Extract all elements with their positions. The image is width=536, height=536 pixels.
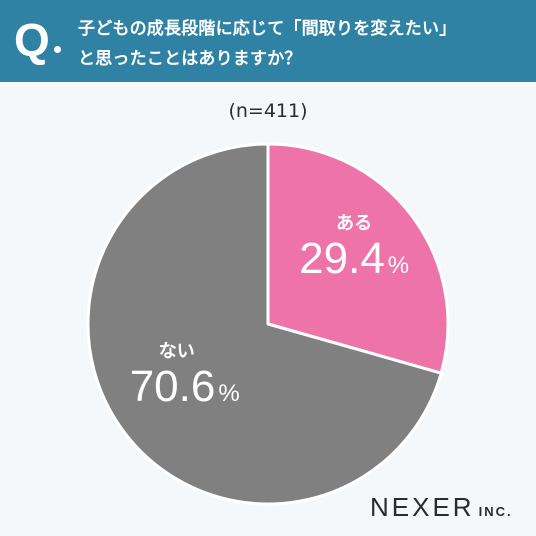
logo-name: NEXER [370,492,475,522]
q-dot [54,46,61,53]
question-text-line2: と思ったことはありますか？ [78,49,302,69]
pie-category-label: ない [159,341,195,362]
question-header: Q 子どもの成長段階に応じて「間取りを変えたい」 と思ったことはありますか？ [0,0,536,82]
question-text-line1: 子どもの成長段階に応じて「間取りを変えたい」 [78,19,457,39]
logo-suffix: INC. [478,504,513,519]
pie-value-label: 29.4% [299,234,409,283]
pie-slice-1 [266,142,450,375]
sample-size: (n=411) [228,100,308,122]
nexer-logo: NEXER INC. [370,492,513,523]
pie-slice-2 [86,142,443,506]
pie-value-label: 70.6% [130,362,240,411]
pie-category-label: ある [336,213,372,234]
q-mark: Q [14,14,50,66]
